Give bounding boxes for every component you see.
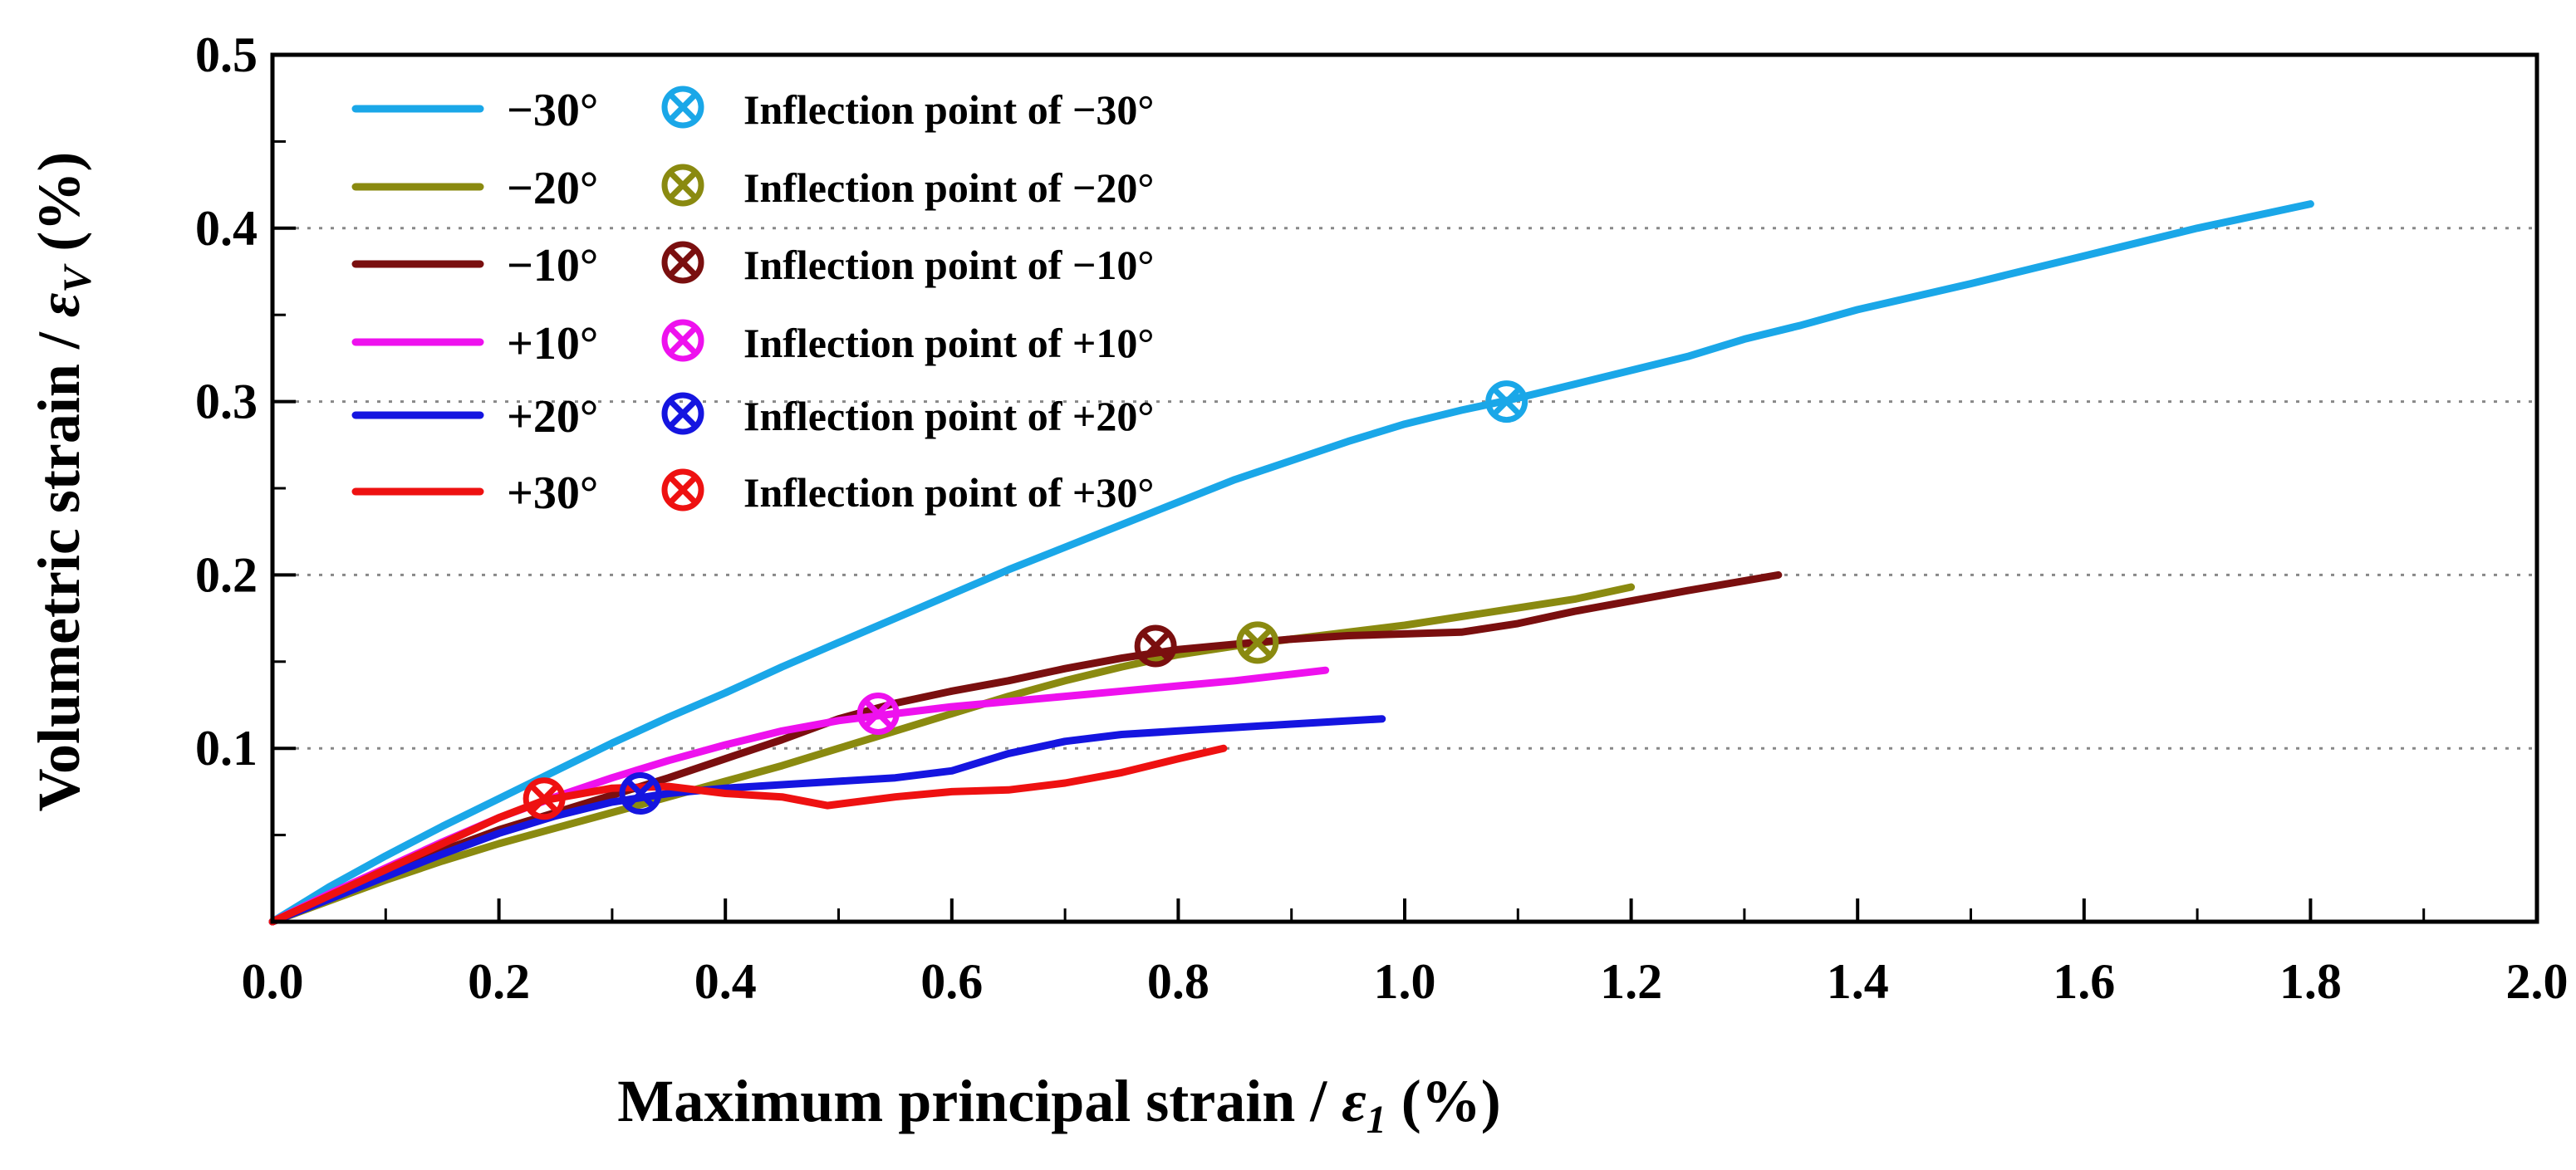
y-axis-title-symbol: ε [26, 293, 92, 318]
inflection-marker-2 [1134, 624, 1177, 668]
x-tick-label: 1.8 [2279, 954, 2342, 1009]
legend-inflection-label-4: Inflection point of +20° [743, 393, 1154, 439]
legend-marker-2 [661, 241, 704, 284]
series-line-5 [268, 744, 1228, 926]
legend-marker-3 [661, 319, 704, 362]
x-tick-label: 0.6 [920, 954, 983, 1009]
x-axis-title-main: Maximum principal strain / [617, 1068, 1342, 1134]
legend-marker-1 [661, 164, 704, 207]
inflection-marker-1 [1236, 621, 1279, 664]
legend-inflection-label-2: Inflection point of −10° [743, 242, 1154, 288]
legend-inflection-label-0: Inflection point of −30° [743, 86, 1154, 133]
legend-inflection-label-3: Inflection point of +10° [743, 320, 1154, 366]
series-line-1 [268, 583, 1636, 926]
x-tick-label: 1.6 [2053, 954, 2115, 1009]
y-tick-label: 0.2 [195, 547, 258, 602]
legend: −30° Inflection point of −30° −20° Inflecti… [351, 85, 1154, 519]
legend-marker-5 [661, 468, 704, 512]
x-axis: 0.0 0.2 0.4 0.6 0.8 1.0 1.2 1.4 1.6 1.8 2.0 [242, 898, 2569, 1009]
x-tick-label: 1.4 [1827, 954, 1889, 1009]
legend-label-0: −30° [507, 85, 598, 136]
x-axis-title-subscript: 1 [1367, 1098, 1386, 1142]
x-tick-label: 0.2 [468, 954, 530, 1009]
y-tick-label: 0.4 [195, 201, 258, 256]
y-axis: 0.1 0.2 0.3 0.4 0.5 [195, 27, 296, 837]
inflection-marker-3 [856, 692, 900, 735]
legend-label-3: +10° [507, 318, 598, 370]
legend-label-1: −20° [507, 163, 598, 214]
legend-label-2: −10° [507, 240, 598, 291]
grid-lines [272, 227, 2537, 750]
x-tick-label: 1.2 [1600, 954, 1662, 1009]
inflection-markers [523, 380, 1528, 820]
inflection-marker-4 [619, 771, 662, 815]
y-tick-label: 0.1 [195, 721, 258, 776]
x-axis-title-unit: (%) [1386, 1068, 1501, 1134]
x-tick-label: 2.0 [2506, 954, 2569, 1009]
x-axis-title-symbol: ε [1342, 1068, 1367, 1134]
y-axis-title-unit: (%) [26, 152, 92, 267]
y-tick-label: 0.3 [195, 374, 258, 429]
legend-marker-0 [661, 86, 704, 129]
legend-marker-4 [661, 392, 704, 435]
series-line-3 [268, 666, 1330, 926]
y-axis-title: Volumetric strain / εV (%) [26, 152, 100, 812]
y-tick-label: 0.5 [195, 27, 258, 82]
legend-label-4: +20° [507, 391, 598, 443]
legend-inflection-label-1: Inflection point of −20° [743, 164, 1154, 211]
series-layer [268, 200, 2314, 926]
series-line-0 [268, 200, 2314, 926]
x-axis-title: Maximum principal strain / ε1 (%) [617, 1068, 1501, 1142]
x-tick-label: 1.0 [1374, 954, 1436, 1009]
inflection-marker-5 [523, 777, 566, 820]
x-tick-label: 0.4 [694, 954, 757, 1009]
x-tick-label: 0.0 [242, 954, 304, 1009]
inflection-marker-0 [1485, 380, 1528, 423]
y-axis-title-subscript: V [56, 263, 100, 293]
x-tick-label: 0.8 [1147, 954, 1209, 1009]
legend-label-5: +30° [507, 468, 598, 519]
y-axis-title-main: Volumetric strain / [26, 317, 92, 811]
series-line-4 [268, 715, 1386, 926]
legend-inflection-label-5: Inflection point of +30° [743, 469, 1154, 516]
